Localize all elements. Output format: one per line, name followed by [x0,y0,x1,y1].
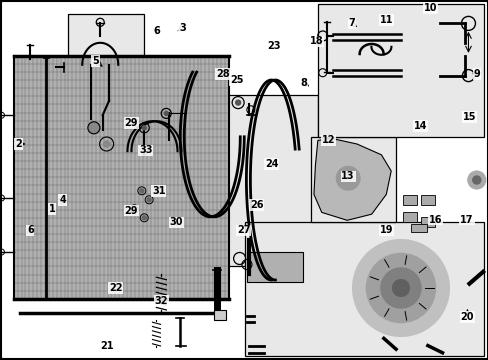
Text: 19: 19 [379,225,392,235]
Text: 2: 2 [15,139,22,149]
Circle shape [366,253,435,323]
Bar [224,95,317,266]
Text: 25: 25 [229,75,243,85]
Text: 12: 12 [321,135,335,145]
Bar [214,310,226,320]
Text: 16: 16 [427,215,441,225]
Circle shape [380,268,420,308]
Circle shape [235,100,240,105]
Bar [403,212,417,222]
Text: 31: 31 [152,186,165,196]
Text: 18: 18 [309,36,323,46]
Circle shape [164,111,168,116]
Text: 20: 20 [460,312,473,322]
Text: 32: 32 [154,296,168,306]
Text: 7: 7 [348,18,355,28]
Bar [246,252,303,282]
Circle shape [132,207,136,211]
Text: 17: 17 [459,215,473,225]
Text: 3: 3 [179,23,185,33]
Text: 24: 24 [264,159,278,169]
Text: 26: 26 [249,200,263,210]
Text: 33: 33 [139,145,152,156]
Text: 27: 27 [236,225,250,235]
Text: 15: 15 [462,112,475,122]
Bar [317,4,483,137]
Text: 28: 28 [216,69,229,79]
Text: 13: 13 [341,171,354,181]
Bar [124,108,217,233]
Bar [420,217,434,227]
Circle shape [142,126,146,130]
Text: 29: 29 [124,118,138,128]
Bar [68,14,144,169]
Text: 14: 14 [413,121,427,131]
Text: 22: 22 [109,283,122,293]
Polygon shape [313,139,390,220]
Circle shape [142,216,146,220]
Text: 6: 6 [153,26,160,36]
Bar [403,195,417,206]
Bar [310,137,395,222]
Bar [410,224,426,232]
Text: 11: 11 [379,15,392,25]
Text: 29: 29 [124,206,138,216]
Text: 9: 9 [472,69,479,79]
Circle shape [352,240,448,336]
Text: 5: 5 [92,56,99,66]
Circle shape [391,279,409,297]
Circle shape [335,166,360,190]
Text: 1: 1 [48,204,55,214]
Text: 21: 21 [100,341,113,351]
Circle shape [472,176,480,184]
Text: 10: 10 [423,3,436,13]
Circle shape [103,141,109,147]
Text: 23: 23 [266,41,280,51]
Bar [14,56,228,299]
Bar [420,195,434,206]
Text: 6: 6 [27,225,34,235]
Text: 4: 4 [59,195,66,205]
Circle shape [88,122,100,134]
Text: 30: 30 [169,217,183,228]
Circle shape [147,198,151,202]
Bar [244,222,483,356]
Circle shape [467,171,485,189]
Circle shape [140,189,143,193]
Text: 8: 8 [300,78,307,88]
